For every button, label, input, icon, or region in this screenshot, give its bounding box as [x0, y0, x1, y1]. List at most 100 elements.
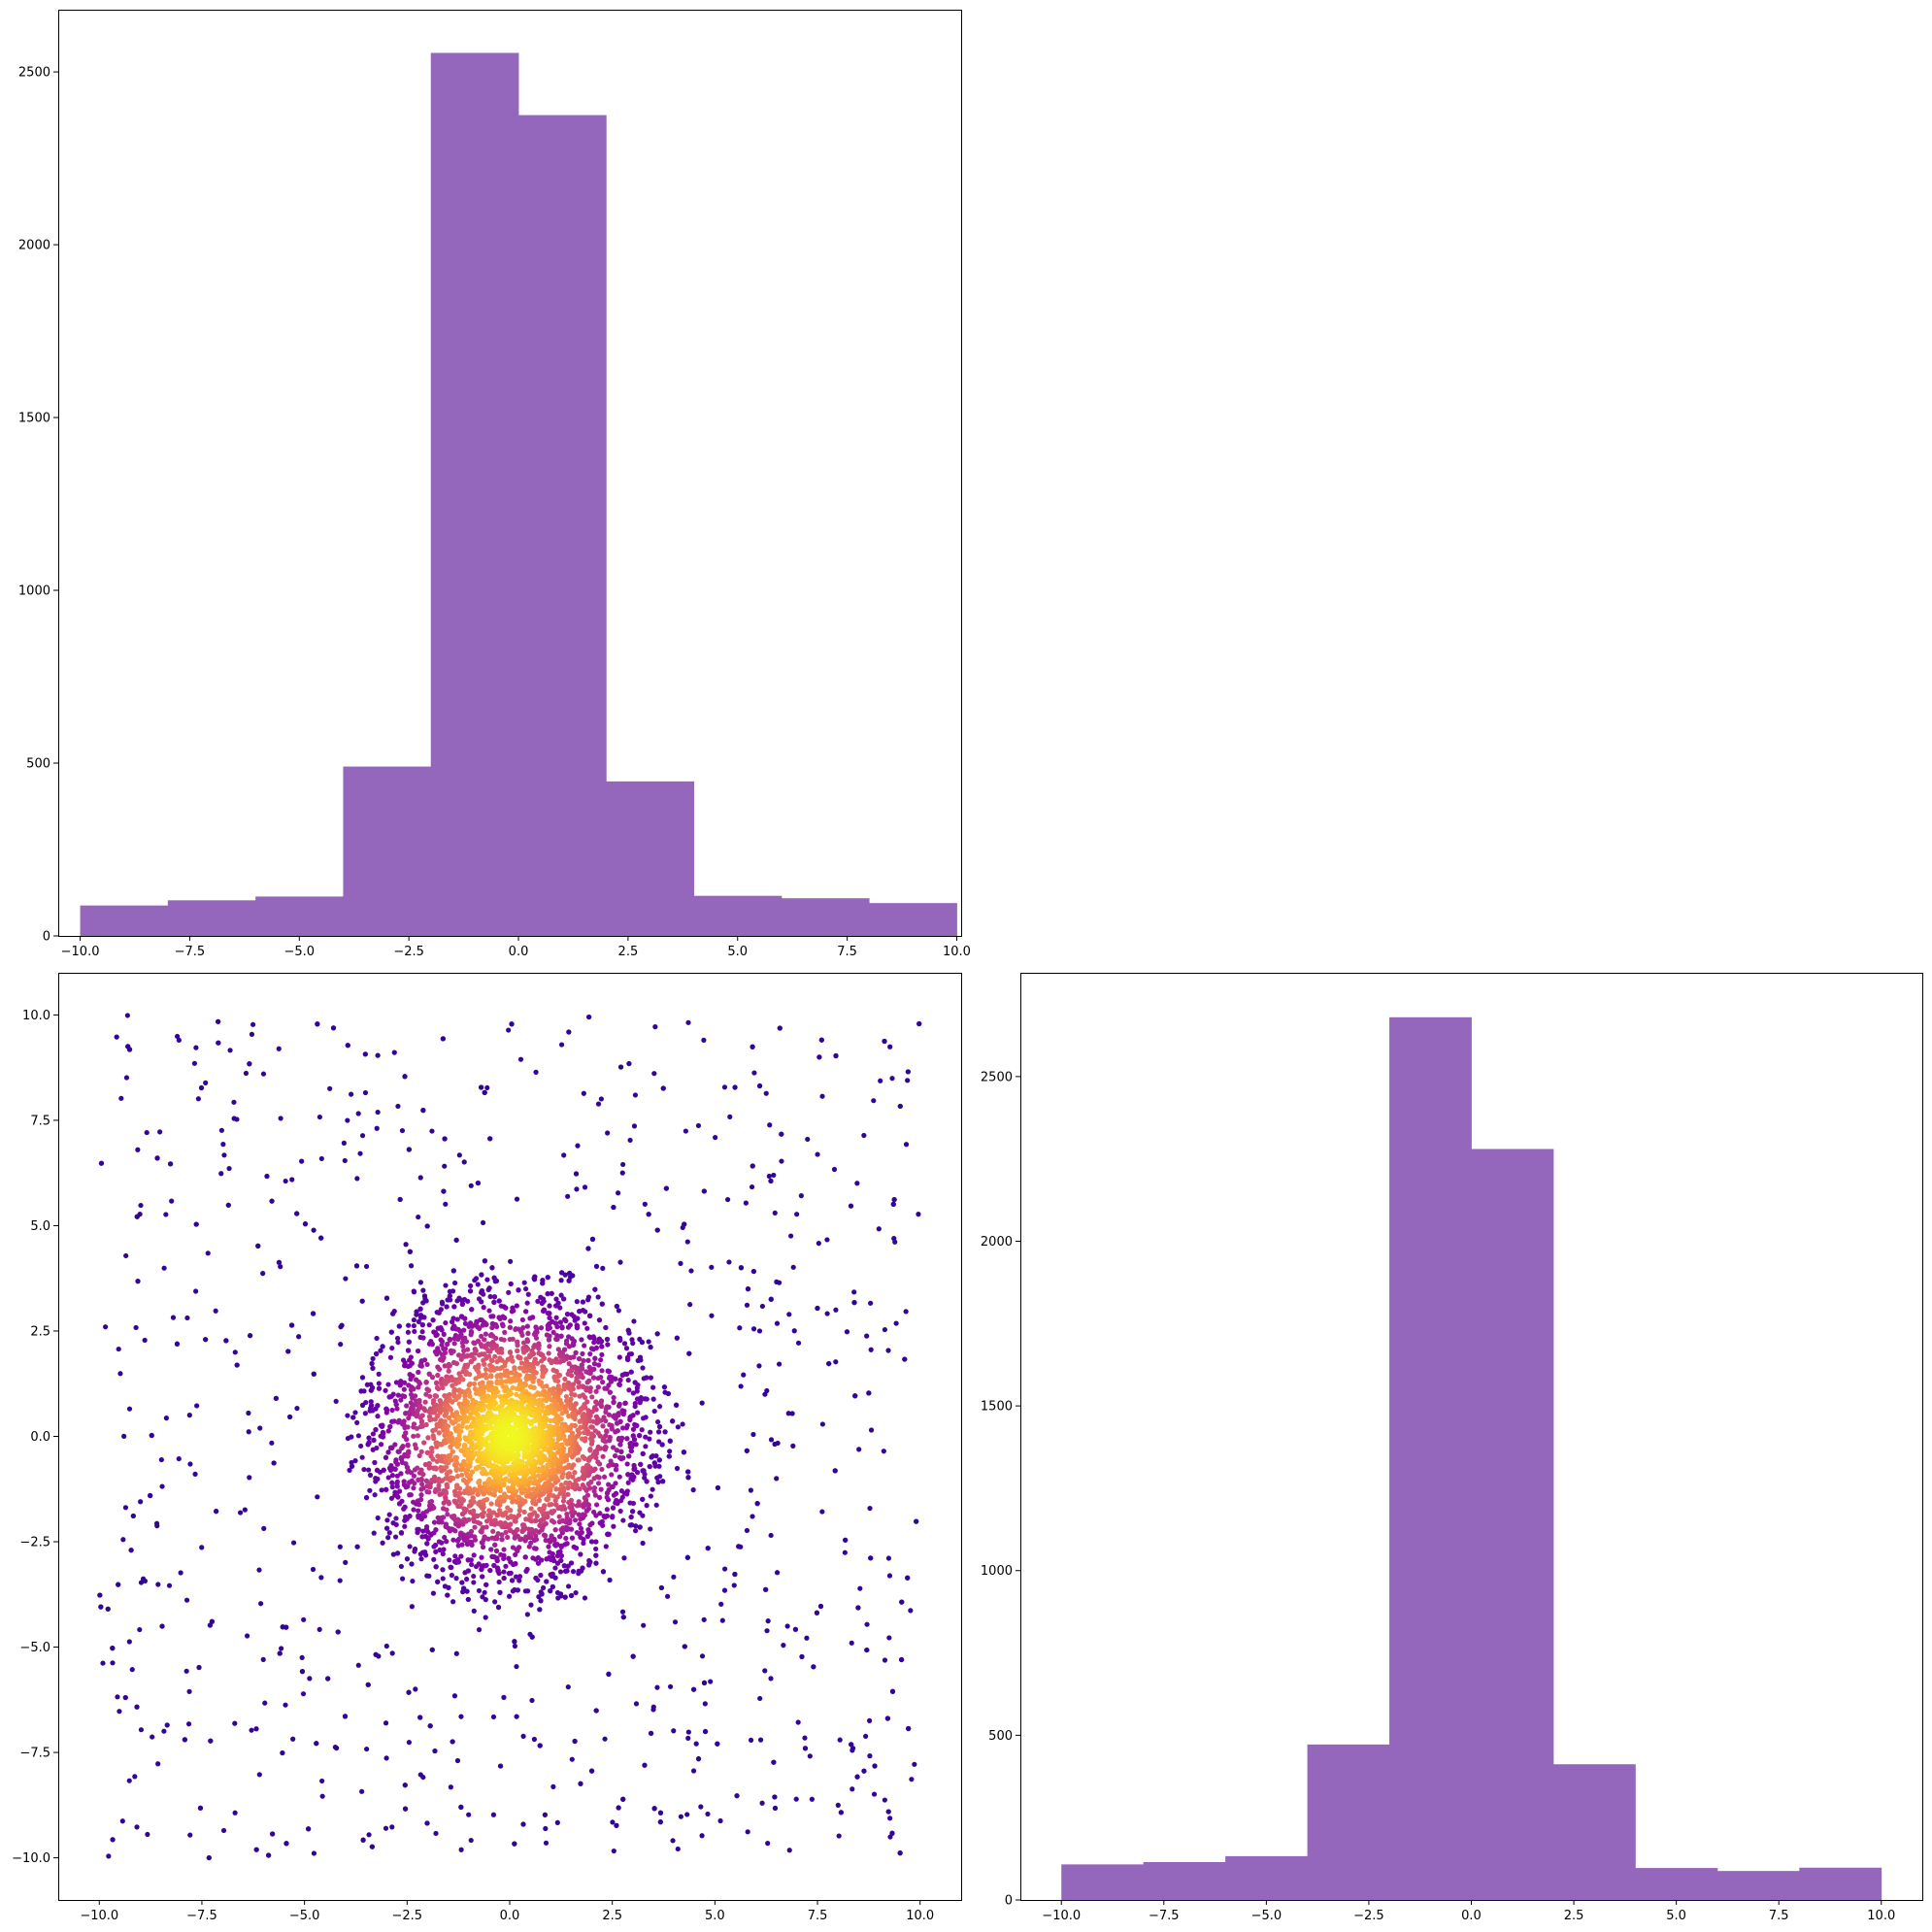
scatter-point [427, 1393, 433, 1399]
scatter-point [469, 1561, 475, 1568]
scatter-point [699, 1833, 705, 1839]
scatter-point [359, 1788, 365, 1794]
scatter-point [497, 1519, 504, 1525]
scatter-point [717, 1817, 723, 1824]
scatter-point [157, 1129, 163, 1135]
scatter-point [216, 1018, 221, 1024]
scatter-point [759, 1800, 765, 1806]
scatter-point [459, 1542, 465, 1548]
scatter-point [585, 1481, 591, 1487]
scatter-point [354, 1176, 360, 1182]
scatter-point [515, 1342, 520, 1349]
scatter-point [749, 1514, 755, 1519]
scatter-point [393, 1516, 399, 1521]
scatter-point [495, 1604, 502, 1611]
scatter-point [318, 1575, 324, 1581]
scatter-point [98, 1604, 104, 1610]
scatter-point [264, 1173, 270, 1180]
scatter-point [491, 1299, 497, 1305]
scatter-point [349, 1463, 355, 1469]
scatter-point [725, 1196, 731, 1203]
scatter-point [868, 1427, 875, 1433]
scatter-point [592, 1286, 598, 1292]
scatter-point [627, 1500, 633, 1506]
scatter-point [620, 1796, 626, 1802]
scatter-point [375, 1414, 381, 1419]
scatter-point [426, 1460, 432, 1467]
scatter-point [399, 1498, 405, 1504]
scatter-point [607, 1577, 613, 1583]
scatter-point [637, 1400, 643, 1406]
scatter-point [654, 1331, 660, 1337]
scatter-point [186, 1413, 192, 1418]
scatter-point [408, 1263, 415, 1269]
scatter-point [644, 1503, 650, 1509]
scatter-point [451, 1341, 457, 1347]
scatter-point [605, 1342, 611, 1348]
scatter-point [708, 1679, 714, 1684]
scatter-point [701, 1680, 708, 1685]
scatter-point [484, 1277, 490, 1282]
scatter-point [389, 1473, 395, 1479]
scatter-point [648, 1493, 653, 1499]
scatter-point [508, 1521, 514, 1527]
scatter-point [234, 1116, 240, 1122]
scatter-point [587, 1350, 593, 1357]
scatter-point [384, 1525, 390, 1531]
scatter-point [441, 1188, 447, 1194]
scatter-point [345, 1117, 350, 1123]
scatter-point [525, 1291, 531, 1297]
scatter-point [617, 1508, 623, 1515]
scatter-point [657, 1810, 664, 1815]
scatter-point [868, 1300, 874, 1306]
scatter-point [741, 1372, 747, 1378]
scatter-point [372, 1459, 378, 1466]
scatter-point [421, 1315, 427, 1320]
scatter-point [632, 1403, 638, 1410]
scatter-point [454, 1316, 460, 1322]
scatter-point [138, 1727, 145, 1733]
scatter-point [547, 1549, 552, 1555]
scatter-point [721, 1084, 728, 1090]
scatter-point [536, 1346, 542, 1351]
scatter-point [395, 1339, 401, 1346]
scatter-point [481, 1466, 486, 1472]
scatter-point [599, 1380, 606, 1385]
scatter-point [616, 1454, 623, 1461]
scatter-point [632, 1421, 638, 1427]
scatter-point [662, 1389, 668, 1395]
scatter-point [774, 1279, 780, 1284]
scatter-point [582, 1595, 588, 1601]
scatter-point [660, 1479, 666, 1484]
scatter-point [581, 1357, 586, 1364]
scatter-point [479, 1299, 484, 1305]
scatter-point [178, 1570, 183, 1576]
scatter-point [702, 1728, 709, 1735]
scatter-point [655, 1479, 661, 1485]
scatter-point [425, 1435, 431, 1441]
scatter-point [417, 1772, 423, 1778]
scatter-point [908, 1608, 914, 1614]
scatter-point [117, 1709, 122, 1715]
scatter-point [426, 1322, 432, 1328]
scatter-point [183, 1597, 190, 1603]
scatter-point [507, 1324, 513, 1330]
scatter-point [588, 1436, 594, 1442]
scatter-point [639, 1427, 645, 1433]
scatter-point [575, 1143, 581, 1149]
scatter-point [483, 1582, 489, 1587]
scatter-point [367, 1487, 373, 1493]
scatter-point [548, 1572, 553, 1578]
scatter-point [610, 1514, 616, 1519]
scatter-point [418, 1363, 424, 1369]
scatter-point [573, 1589, 579, 1596]
scatter-point [655, 1418, 661, 1425]
scatter-point [684, 1239, 690, 1245]
scatter-point [247, 1333, 253, 1339]
scatter-point [580, 1482, 585, 1488]
scatter-point [861, 1132, 867, 1139]
scatter-point [428, 1498, 435, 1505]
scatter-point [361, 1466, 367, 1473]
scatter-point [383, 1410, 389, 1416]
